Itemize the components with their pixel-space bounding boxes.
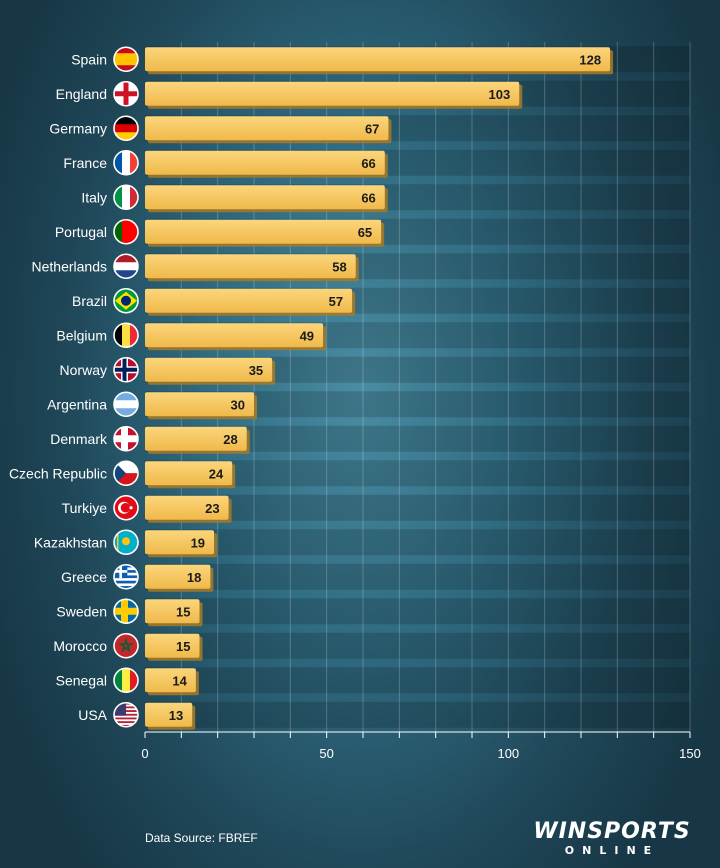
value-label: 65 — [358, 225, 372, 240]
bar — [145, 633, 200, 658]
value-label: 13 — [169, 708, 183, 723]
bar — [145, 426, 247, 451]
row-band — [145, 494, 690, 521]
row-band — [145, 667, 690, 694]
bar — [145, 702, 193, 727]
value-label: 28 — [223, 432, 237, 447]
country-label: Turkiye — [62, 500, 108, 516]
value-label: 67 — [365, 121, 379, 136]
winsports-logo: WINSPORTS ONLINE — [532, 820, 692, 858]
bar — [145, 495, 229, 520]
germany-flag-icon — [113, 115, 139, 142]
value-label: 57 — [329, 294, 343, 309]
value-label: 35 — [249, 363, 263, 378]
bar — [145, 288, 353, 313]
bar — [145, 599, 200, 624]
turkiye-flag-icon — [113, 494, 139, 521]
norway-flag-icon — [113, 356, 139, 383]
x-tick-label: 0 — [141, 746, 148, 761]
country-label: Greece — [61, 569, 107, 585]
argentina-flag-icon — [113, 391, 139, 418]
country-label: England — [56, 86, 107, 102]
logo-sub-text: ONLINE — [564, 844, 660, 857]
country-label: France — [63, 155, 107, 171]
value-label: 15 — [176, 604, 190, 619]
country-label: Denmark — [50, 431, 108, 447]
bar — [145, 116, 389, 141]
country-label: Argentina — [47, 396, 107, 412]
logo-main-text: WINSPORTS — [533, 819, 691, 844]
bar — [145, 81, 520, 106]
value-label: 15 — [176, 639, 190, 654]
country-label: Italy — [81, 189, 107, 205]
row-band — [145, 701, 690, 728]
x-tick-label: 100 — [497, 746, 519, 761]
row-band — [145, 632, 690, 659]
country-label: Brazil — [72, 293, 107, 309]
morocco-flag-icon — [113, 632, 139, 659]
sweden-flag-icon — [113, 598, 139, 625]
value-label: 66 — [361, 190, 375, 205]
kazakhstan-flag-icon — [113, 529, 139, 556]
bar — [145, 564, 211, 589]
value-label: 18 — [187, 570, 201, 585]
netherlands-flag-icon — [113, 253, 139, 280]
bar — [145, 461, 233, 486]
row-band — [145, 563, 690, 590]
country-label: Netherlands — [32, 258, 108, 274]
england-flag-icon — [113, 80, 139, 107]
bar — [145, 254, 356, 279]
value-label: 66 — [361, 156, 375, 171]
belgium-flag-icon — [113, 322, 139, 349]
country-label: Morocco — [53, 638, 107, 654]
x-tick-label: 150 — [679, 746, 701, 761]
italy-flag-icon — [113, 184, 139, 211]
bar — [145, 219, 382, 244]
value-label: 23 — [205, 501, 219, 516]
row-band — [145, 529, 690, 556]
senegal-flag-icon — [113, 667, 139, 694]
bar — [145, 530, 215, 555]
greece-flag-icon — [113, 563, 139, 590]
row-band — [145, 460, 690, 487]
country-label: Norway — [60, 362, 107, 378]
country-label: Spain — [71, 51, 107, 67]
value-label: 30 — [231, 397, 245, 412]
country-label: Germany — [49, 120, 107, 136]
country-label: Czech Republic — [9, 465, 107, 481]
value-label: 14 — [172, 673, 187, 688]
bar — [145, 150, 385, 175]
bar — [145, 392, 254, 417]
country-label: Belgium — [56, 327, 107, 343]
usa-flag-icon — [113, 701, 139, 728]
bar — [145, 357, 273, 382]
country-label: Sweden — [56, 603, 107, 619]
czech-flag-icon — [113, 460, 139, 487]
bar — [145, 185, 385, 210]
country-label: USA — [78, 707, 107, 723]
value-label: 103 — [489, 87, 511, 102]
portugal-flag-icon — [113, 218, 139, 245]
data-source-note: Data Source: FBREF — [145, 831, 258, 845]
bar — [145, 668, 196, 693]
value-label: 58 — [332, 259, 346, 274]
bar — [145, 47, 611, 72]
brazil-flag-icon — [113, 287, 139, 314]
value-label: 49 — [300, 328, 314, 343]
x-tick-label: 50 — [319, 746, 333, 761]
france-flag-icon — [113, 149, 139, 176]
bar — [145, 323, 324, 348]
country-label: Portugal — [55, 224, 107, 240]
denmark-flag-icon — [113, 425, 139, 452]
value-label: 19 — [191, 535, 205, 550]
country-label: Kazakhstan — [34, 534, 107, 550]
value-label: 128 — [579, 52, 601, 67]
spain-flag-icon — [113, 46, 139, 73]
row-band — [145, 598, 690, 625]
value-label: 24 — [209, 466, 224, 481]
country-label: Senegal — [56, 672, 107, 688]
